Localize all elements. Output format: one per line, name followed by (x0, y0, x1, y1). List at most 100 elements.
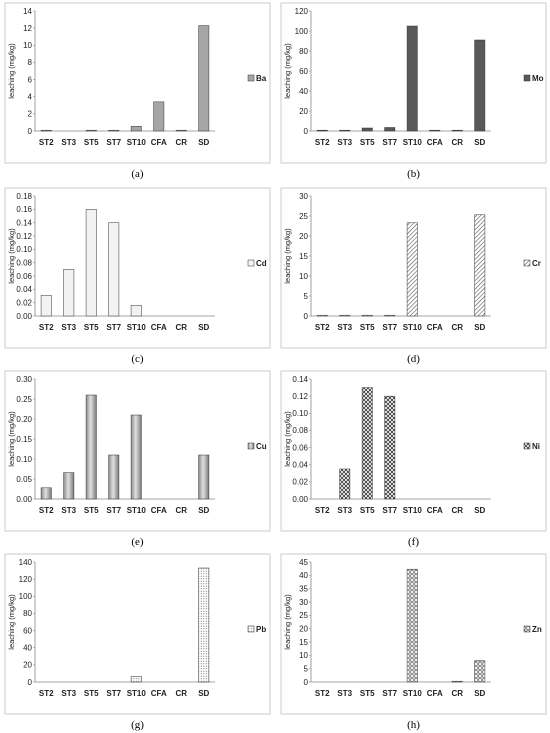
x-category-label: ST7 (106, 138, 121, 147)
x-category-label: ST3 (61, 323, 76, 332)
legend-label: Ni (532, 442, 540, 451)
y-tick-label: 10 (23, 41, 32, 50)
x-category-label: ST5 (84, 323, 99, 332)
x-category-label: CR (175, 323, 187, 332)
y-tick-label: 20 (299, 107, 308, 116)
y-axis-label: leaching (mg/kg) (283, 43, 292, 99)
x-category-label: ST10 (127, 689, 147, 698)
x-category-label: CR (451, 138, 463, 147)
y-tick-label: 10 (299, 272, 308, 281)
legend-swatch (247, 442, 255, 450)
x-category-label: CFA (427, 138, 443, 147)
x-category-label: SD (198, 689, 209, 698)
x-category-label: ST2 (39, 506, 54, 515)
panel-caption: (a) (131, 168, 144, 180)
chart-panel: 0.00 0.02 0.04 0.06 0.08 0.10 0.12 0.14 0.16 0.18… (4, 187, 271, 365)
y-tick-label: 30 (299, 192, 308, 201)
x-category-label: ST7 (382, 506, 397, 515)
y-tick-label: 140 (19, 558, 33, 567)
x-category-label: ST10 (403, 323, 423, 332)
legend-swatch (523, 259, 531, 267)
panel-caption: (g) (131, 719, 144, 731)
y-axis-label: leaching (mg/kg) (7, 43, 16, 99)
bar-st3 (339, 314, 351, 317)
chart-frame (4, 187, 271, 349)
bar-st7 (384, 395, 396, 500)
y-tick-label: 100 (295, 27, 309, 36)
bar-st2 (316, 129, 328, 132)
y-axis-label: leaching (mg/kg) (283, 228, 292, 284)
bar-st5 (85, 129, 97, 132)
y-tick-label: 0.02 (292, 478, 308, 487)
y-axis-label: leaching (mg/kg) (7, 228, 16, 284)
x-category-label: ST3 (61, 138, 76, 147)
chart-panel: 0 20 40 60 80 100 120 leaching (mg/kg) ST2 ST3 ST5… (280, 2, 547, 180)
y-tick-label: 0.06 (292, 443, 308, 452)
chart-panel: 0 5 10 15 20 25 30 35 40 45 leaching (mg/kg) ST2 ST3… (280, 553, 547, 731)
y-tick-label: 10 (299, 651, 308, 660)
y-axis-label: leaching (mg/kg) (283, 411, 292, 467)
y-tick-label: 0.12 (292, 392, 308, 401)
x-category-label: ST10 (127, 506, 147, 515)
x-category-label: CFA (151, 506, 167, 515)
bar-cr (451, 129, 463, 132)
bar-sd (474, 660, 486, 683)
legend-label: Mo (532, 74, 544, 83)
x-category-label: ST3 (337, 689, 352, 698)
y-tick-label: 0.10 (292, 409, 308, 418)
x-category-label: ST7 (106, 689, 121, 698)
x-category-label: CR (175, 689, 187, 698)
x-category-label: CFA (427, 689, 443, 698)
x-category-label: ST5 (84, 506, 99, 515)
legend-label: Zn (532, 625, 542, 634)
x-category-label: ST3 (337, 506, 352, 515)
x-category-label: ST5 (360, 138, 375, 147)
x-category-label: CR (451, 506, 463, 515)
x-category-label: SD (198, 138, 209, 147)
x-category-label: CR (451, 323, 463, 332)
bar-cr (451, 680, 463, 683)
y-tick-label: 35 (299, 584, 308, 593)
x-category-label: ST2 (315, 689, 330, 698)
x-category-label: ST7 (382, 323, 397, 332)
y-tick-label: 30 (299, 598, 308, 607)
chart-panel: 0 20 40 60 80 100 120 140 leaching (mg/kg) ST2 ST3… (4, 553, 271, 731)
bar-st2 (316, 314, 328, 317)
panel-caption: (h) (407, 719, 420, 731)
x-category-label: ST7 (382, 689, 397, 698)
y-tick-label: 0.16 (16, 205, 32, 214)
y-tick-label: 100 (19, 592, 33, 601)
panel-caption: (f) (408, 536, 419, 548)
y-tick-label: 80 (23, 609, 32, 618)
x-category-label: ST10 (403, 689, 423, 698)
panel-caption: (b) (407, 168, 420, 180)
bar-st10 (130, 414, 142, 500)
bar-st10 (130, 305, 142, 317)
legend-swatch (247, 625, 255, 633)
y-tick-label: 0.05 (16, 475, 32, 484)
y-tick-label: 14 (23, 7, 32, 16)
bar-cfa (153, 101, 165, 132)
x-category-label: ST7 (106, 323, 121, 332)
x-category-label: ST10 (127, 323, 147, 332)
y-tick-label: 0 (304, 678, 309, 687)
x-category-label: ST5 (84, 138, 99, 147)
bar-st3 (63, 472, 75, 500)
x-category-label: ST5 (360, 689, 375, 698)
chart-frame (280, 370, 547, 532)
y-tick-label: 25 (299, 212, 308, 221)
y-tick-label: 15 (299, 638, 308, 647)
x-category-label: ST10 (403, 138, 423, 147)
y-tick-label: 0.20 (16, 415, 32, 424)
y-tick-label: 0.08 (292, 426, 308, 435)
x-category-label: CR (451, 689, 463, 698)
x-category-label: ST7 (382, 138, 397, 147)
y-tick-label: 0.02 (16, 298, 32, 307)
legend-swatch (247, 259, 255, 267)
bar-sd (198, 567, 210, 683)
legend-swatch (523, 625, 531, 633)
x-category-label: SD (474, 689, 485, 698)
panel-caption: (c) (131, 353, 144, 365)
y-tick-label: 12 (23, 24, 32, 33)
y-tick-label: 0.00 (292, 495, 308, 504)
